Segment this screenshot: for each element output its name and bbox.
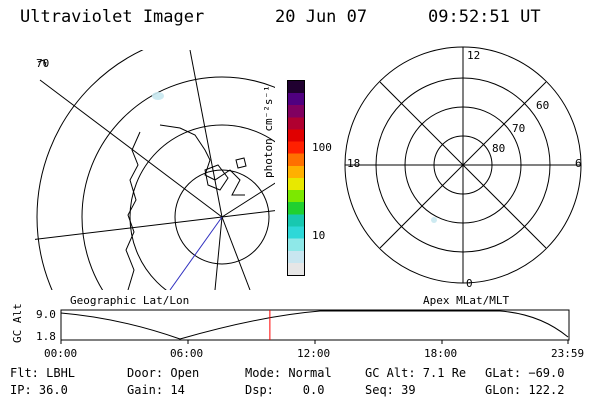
mlat-label-80: 80 (492, 142, 506, 155)
y-tick-9: 9.0 (36, 308, 56, 321)
coastline (37, 59, 47, 67)
mlt-label-18: 18 (347, 157, 361, 170)
meridian-line (214, 216, 223, 290)
mlat-label-60: 60 (536, 99, 550, 112)
meridian-line (221, 210, 275, 218)
mode-status: Mode: Normal (245, 366, 332, 380)
filter-status: Flt: LBHL (10, 366, 76, 380)
instrument-title: Ultraviolet Imager (20, 7, 205, 27)
coastline (204, 164, 229, 191)
meridian-line (221, 182, 275, 218)
ip-status: IP: 36.0 (10, 383, 68, 397)
x-tick-2359: 23:59 (551, 347, 585, 360)
coastline (235, 157, 247, 169)
gc-alt-status: GC Alt: 7.1 Re (365, 366, 467, 380)
meridian-line (39, 79, 223, 218)
intensity-colorbar (287, 80, 305, 276)
mlt-label-0: 0 (466, 277, 473, 290)
mlt-axis-diagonal (379, 81, 547, 249)
gain-status: Gain: 14 (127, 383, 185, 397)
meridian-line (221, 216, 251, 290)
y-tick-1.8: 1.8 (36, 330, 56, 343)
colorbar-tick-100: 100 (312, 141, 332, 154)
right-map-caption: Apex MLat/MLT (423, 294, 510, 307)
lat-circle-60 (81, 76, 275, 290)
altitude-curve (60, 310, 569, 340)
timeline-frame (60, 309, 570, 341)
meridian-line (189, 50, 223, 218)
mlt-label-12: 12 (467, 49, 481, 62)
x-tick-1200: 12:00 (297, 347, 331, 360)
seq-status: Seq: 39 (365, 383, 416, 397)
x-tick-1800: 18:00 (424, 347, 458, 360)
coastline (159, 124, 245, 196)
time-label: 09:52:51 UT (428, 7, 541, 27)
mlat-label-70: 70 (512, 122, 526, 135)
aurora-patch (431, 217, 437, 223)
date-label: 20 Jun 07 (275, 7, 368, 27)
colorbar-tick-10: 10 (312, 229, 326, 242)
dsp-status: Dsp: 0.0 (245, 383, 325, 397)
lat-circle-70 (129, 124, 275, 290)
door-status: Door: Open (127, 366, 200, 380)
meridian-line (35, 216, 223, 240)
aurora-patch (152, 92, 164, 100)
left-map-caption: Geographic Lat/Lon (70, 294, 190, 307)
x-tick-0600: 06:00 (170, 347, 204, 360)
coastline (125, 131, 141, 290)
glon-status: GLon: 122.2 (485, 383, 565, 397)
terminator-line (169, 216, 223, 290)
x-tick-0000: 00:00 (44, 347, 78, 360)
map-edge-label: 70 (36, 57, 50, 70)
timeline-ylabel: GC Alt (11, 303, 24, 343)
mlt-label-6: 6 (575, 157, 582, 170)
lat-circle-50 (36, 50, 144, 290)
glat-status: GLat: −69.0 (485, 366, 565, 380)
